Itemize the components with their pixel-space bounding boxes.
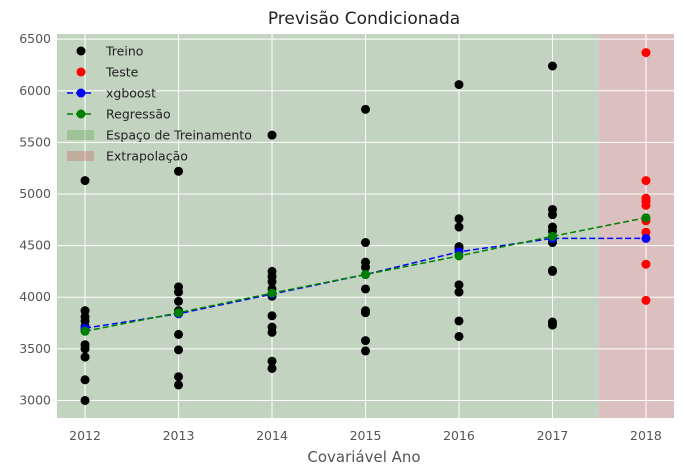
legend-label-0: Treino [105,44,143,59]
data-point-0 [454,331,464,341]
data-point-0 [361,238,370,248]
data-point-3 [547,231,557,241]
data-point-1 [641,227,651,237]
data-point-0 [547,266,557,276]
legend: Treino Teste xgboost Regressão Espaço de Tre… [67,44,252,164]
legend-patch-4 [67,130,94,140]
x-tick-labels: 2012 2013 2014 2015 2016 2017 2018 [69,428,662,443]
data-point-0 [361,104,370,114]
data-point-1 [641,295,651,305]
data-point-3 [361,270,370,280]
x-axis-label: Covariável Ano [307,448,420,466]
data-point-1 [641,259,651,269]
y-tick-label: 5000 [19,186,51,201]
data-point-0 [174,166,184,176]
data-point-0 [547,210,557,220]
x-tick-label: 2012 [69,428,101,443]
y-tick-labels: 3000 3500 4000 4500 5000 5500 6000 6500 [19,31,51,407]
data-point-0 [174,296,184,306]
data-point-0 [267,311,277,321]
data-point-3 [80,326,90,336]
data-point-0 [454,280,464,290]
legend-label-2: xgboost [106,86,156,101]
data-point-0 [361,284,370,294]
legend-label-4: Espaço de Treinamento [106,128,252,143]
region-1 [599,34,674,418]
data-point-0 [267,130,277,140]
legend-label-1: Teste [105,65,139,80]
data-point-0 [454,316,464,326]
x-tick-label: 2015 [350,428,382,443]
data-point-0 [80,306,90,316]
region-0 [57,34,600,418]
data-point-0 [267,277,277,287]
data-point-0 [547,61,557,71]
legend-marker-2 [76,88,86,98]
data-point-0 [361,346,370,356]
y-tick-label: 4500 [19,238,51,253]
data-point-1 [641,48,651,58]
data-point-0 [80,352,90,362]
x-tick-label: 2014 [256,428,288,443]
data-point-0 [547,320,557,330]
x-tick-label: 2017 [537,428,569,443]
y-tick-label: 6000 [19,83,51,98]
data-point-0 [174,329,184,339]
data-point-1 [641,200,651,210]
legend-patch-5 [67,151,94,161]
y-tick-label: 3500 [19,341,51,356]
legend-label-3: Regressão [106,107,171,122]
y-tick-label: 4000 [19,289,51,304]
legend-marker-0 [76,46,86,56]
data-point-2 [641,233,651,243]
data-point-3 [641,213,651,223]
data-point-0 [454,287,464,297]
y-tick-label: 5500 [19,134,51,149]
data-point-0 [454,222,464,232]
data-point-3 [267,288,277,298]
chart-title: Previsão Condicionada [268,9,460,29]
data-point-3 [454,251,464,261]
data-point-0 [361,308,370,318]
data-point-0 [80,375,90,385]
legend-marker-3 [76,109,86,119]
data-point-0 [174,345,184,355]
data-point-0 [80,344,90,354]
data-point-1 [641,176,651,186]
data-point-0 [267,363,277,373]
x-tick-label: 2018 [630,428,662,443]
data-point-0 [454,80,464,90]
data-point-0 [80,395,90,405]
data-point-0 [361,336,370,346]
data-point-0 [267,327,277,337]
data-point-0 [80,176,90,186]
y-tick-label: 3000 [19,392,51,407]
data-point-0 [174,287,184,297]
data-point-0 [174,380,184,390]
y-tick-label: 6500 [19,31,51,46]
data-point-0 [267,356,277,366]
data-points [80,48,651,405]
legend-label-5: Extrapolação [106,149,188,164]
data-point-0 [361,262,370,272]
x-tick-label: 2016 [443,428,475,443]
x-tick-label: 2013 [163,428,195,443]
legend-marker-1 [76,67,86,77]
data-point-0 [454,214,464,224]
data-point-0 [174,372,184,382]
data-point-3 [174,308,184,318]
